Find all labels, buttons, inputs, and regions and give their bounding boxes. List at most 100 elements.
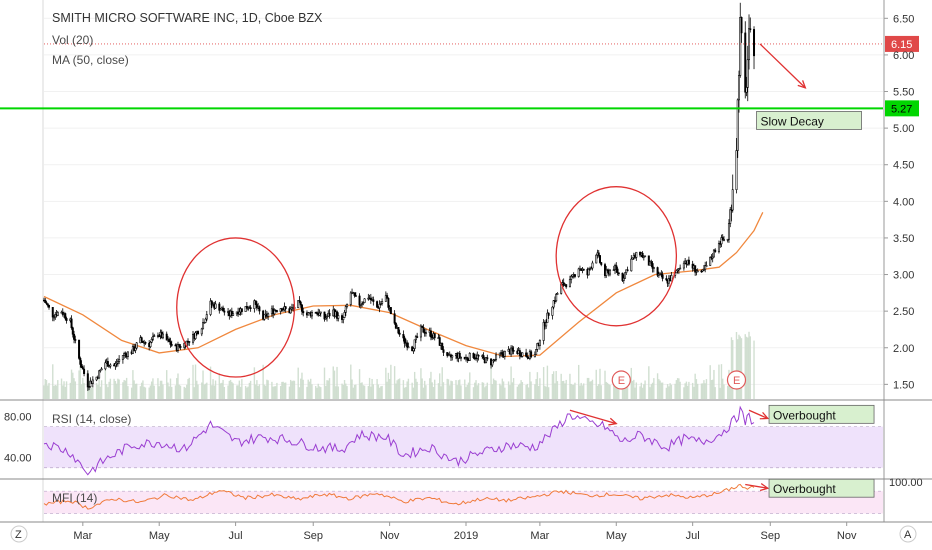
volume-bar bbox=[583, 383, 585, 399]
candle-body bbox=[403, 337, 406, 344]
candle-body bbox=[267, 313, 270, 317]
candle-body bbox=[389, 307, 392, 315]
volume-bar bbox=[589, 381, 591, 399]
rsi-overbought-note: Overbought bbox=[773, 408, 836, 422]
volume-bar bbox=[386, 381, 388, 399]
volume-bar bbox=[183, 386, 185, 399]
candle-body bbox=[238, 311, 241, 315]
candle-body bbox=[595, 254, 598, 264]
price-tick-label: 3.00 bbox=[893, 270, 914, 282]
volume-bar bbox=[298, 387, 301, 399]
candle-body bbox=[468, 353, 471, 361]
volume-bar bbox=[446, 378, 448, 399]
candle-body bbox=[414, 336, 417, 341]
time-tick-label: 2019 bbox=[454, 530, 478, 542]
volume-bar bbox=[318, 386, 321, 399]
candle-body bbox=[407, 346, 410, 349]
volume-bar bbox=[179, 385, 182, 399]
support-badge bbox=[885, 100, 919, 117]
volume-bars bbox=[43, 331, 755, 399]
candle-body bbox=[78, 339, 81, 359]
candle-body bbox=[736, 99, 739, 151]
volume-bar bbox=[580, 382, 582, 399]
volume-bar bbox=[197, 384, 199, 399]
volume-bar bbox=[465, 387, 467, 399]
candle-body bbox=[108, 365, 111, 368]
moving-average-label: MA (50, close) bbox=[52, 53, 129, 67]
candle-body bbox=[214, 303, 217, 309]
volume-bar bbox=[658, 379, 660, 399]
candlestick-series bbox=[42, 2, 756, 391]
volume-bar bbox=[363, 385, 366, 399]
volume-bar bbox=[510, 366, 512, 399]
volume-bar bbox=[449, 385, 451, 399]
volume-bar bbox=[507, 381, 510, 399]
volume-bar bbox=[591, 379, 594, 399]
volume-bar bbox=[407, 378, 410, 399]
volume-bar bbox=[431, 382, 433, 399]
volume-bar bbox=[351, 379, 353, 399]
candle-body bbox=[336, 311, 339, 319]
svg-text:Z: Z bbox=[15, 529, 22, 541]
slow-decay-note-box bbox=[756, 111, 862, 130]
candle-body bbox=[81, 367, 84, 370]
volume-bar bbox=[719, 387, 721, 399]
candle-body bbox=[591, 262, 594, 269]
time-tick-label: Nov bbox=[837, 530, 857, 542]
volume-bar bbox=[579, 385, 581, 399]
candle-body bbox=[704, 265, 707, 270]
volume-bar bbox=[539, 378, 541, 399]
volume-bar bbox=[115, 383, 118, 399]
price-tick-label: 6.00 bbox=[893, 50, 914, 62]
candle-body bbox=[310, 312, 313, 317]
time-tick-label: Mar bbox=[530, 530, 549, 542]
volume-bar bbox=[709, 365, 711, 399]
volume-bar bbox=[368, 377, 371, 399]
candle-body bbox=[244, 306, 247, 312]
volume-bar bbox=[547, 387, 550, 399]
volume-bar bbox=[47, 385, 49, 399]
indicator-band bbox=[44, 491, 883, 514]
volume-bar bbox=[372, 384, 375, 399]
candle-body bbox=[553, 300, 556, 302]
candle-body bbox=[530, 351, 533, 358]
chart-title: SMITH MICRO SOFTWARE INC, 1D, Cboe BZX bbox=[52, 11, 323, 25]
candle-body bbox=[612, 269, 615, 271]
mfi-layer-line bbox=[43, 483, 755, 510]
volume-bar bbox=[561, 381, 564, 399]
volume-bar bbox=[696, 383, 699, 399]
candle-body bbox=[441, 343, 444, 351]
candle-body bbox=[44, 299, 47, 303]
candle-body bbox=[709, 257, 712, 266]
volume-bar bbox=[668, 386, 670, 399]
volume-bar bbox=[43, 385, 45, 399]
volume-bar bbox=[534, 384, 536, 399]
volume-bar bbox=[105, 384, 108, 399]
volume-bar bbox=[292, 380, 294, 399]
volume-bar bbox=[390, 364, 392, 399]
volume-bar bbox=[609, 384, 611, 399]
volume-bar bbox=[323, 367, 326, 399]
candle-body bbox=[116, 361, 119, 364]
volume-bar bbox=[395, 383, 397, 399]
volume-bar bbox=[413, 371, 416, 399]
last-price-label: 6.15 bbox=[891, 39, 912, 51]
candle-body bbox=[378, 303, 381, 309]
volume-bar bbox=[109, 378, 112, 399]
price-tick-label: 2.00 bbox=[893, 343, 914, 355]
volume-bar bbox=[656, 373, 659, 399]
volume-bar bbox=[54, 384, 56, 399]
candle-body bbox=[202, 322, 205, 330]
volume-bar bbox=[236, 385, 238, 399]
candle-body bbox=[64, 313, 67, 319]
candle-body bbox=[318, 312, 321, 316]
highlight-ellipse bbox=[176, 237, 296, 378]
volume-bar bbox=[300, 378, 302, 399]
z-icon[interactable]: Z bbox=[10, 525, 28, 543]
volume-bar bbox=[55, 385, 58, 399]
candle-body bbox=[749, 28, 752, 31]
a-icon[interactable]: A bbox=[899, 525, 917, 543]
volume-bar bbox=[253, 367, 256, 399]
candle-body bbox=[739, 17, 742, 76]
